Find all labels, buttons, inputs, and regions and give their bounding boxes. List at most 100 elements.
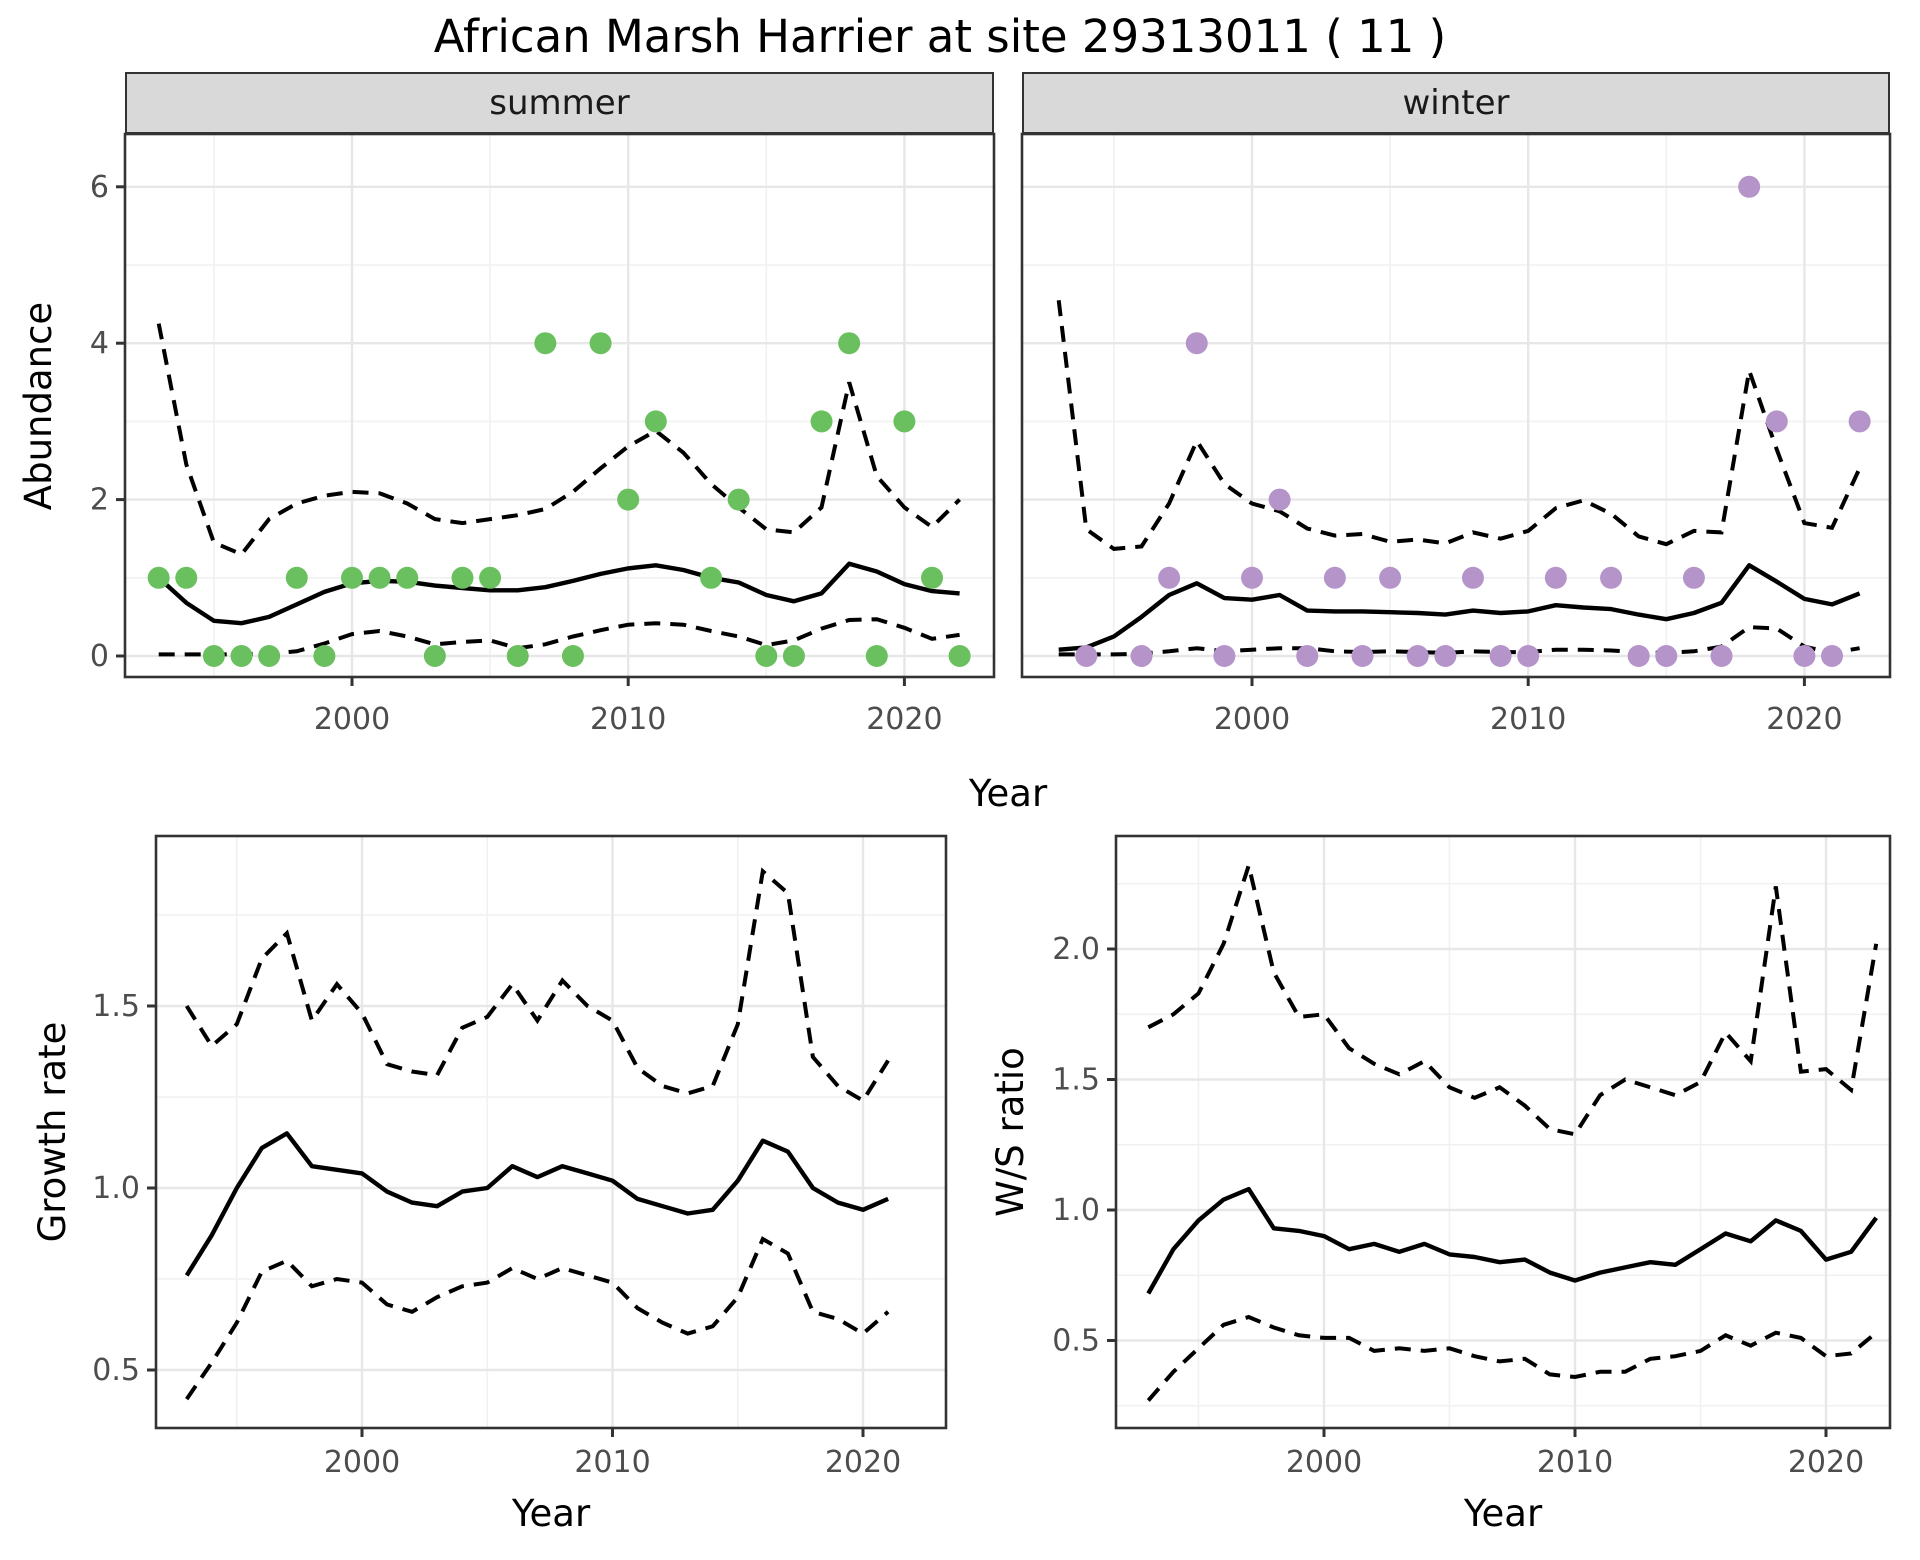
observation-point-abundance-summer xyxy=(341,566,363,589)
x-tick-label: 2000 xyxy=(324,1445,400,1480)
y-tick-label: 1.0 xyxy=(92,1171,140,1206)
observation-point-abundance-winter xyxy=(1765,410,1788,433)
observation-point-abundance-summer xyxy=(617,488,640,511)
observation-point-abundance-summer xyxy=(782,645,805,667)
observation-point-abundance-summer xyxy=(534,332,557,355)
y-axis-title-ws-ratio: W/S ratio xyxy=(988,1047,1032,1217)
observation-point-abundance-summer xyxy=(838,332,861,355)
x-tick-label: 2000 xyxy=(1214,702,1290,737)
y-tick-label: 1.0 xyxy=(1052,1193,1100,1228)
panel-growth-rate: 2000 2010 2020 0.5 1.0 1.5 xyxy=(92,834,948,1480)
panel-border-abundance-winter xyxy=(1020,132,1892,679)
observation-point-abundance-summer xyxy=(755,645,778,667)
observation-point-abundance-winter xyxy=(1075,645,1098,667)
observation-point-abundance-winter xyxy=(1710,645,1733,667)
observation-point-abundance-winter xyxy=(1296,645,1319,667)
observation-point-abundance-winter xyxy=(1130,645,1153,667)
observation-point-abundance-winter xyxy=(1655,645,1678,667)
ci-lower-line-growth-rate xyxy=(185,1236,890,1401)
observation-point-abundance-winter xyxy=(1185,332,1208,355)
facet-strip-winter-label: winter xyxy=(1402,83,1510,123)
ci-lower-line-ws-ratio xyxy=(1146,1314,1878,1402)
y-tick-label: 4 xyxy=(90,326,109,361)
y-tick-label: 1.5 xyxy=(92,989,140,1024)
observation-point-abundance-summer xyxy=(175,566,198,589)
y-axis-title-abundance: Abundance xyxy=(16,301,60,511)
ci-upper-line-abundance-winter xyxy=(1056,299,1862,551)
panel-border-growth-rate xyxy=(154,834,948,1430)
y-tick-label: 0.5 xyxy=(92,1353,140,1388)
observation-point-abundance-summer xyxy=(589,332,612,355)
observation-point-abundance-winter xyxy=(1848,410,1871,433)
observation-point-abundance-winter xyxy=(1489,645,1512,667)
ci-upper-line-ws-ratio xyxy=(1147,858,1879,1137)
observation-point-abundance-winter xyxy=(1351,645,1374,667)
ci-upper-line-abundance-summer xyxy=(156,323,962,557)
observation-point-abundance-winter xyxy=(1682,566,1705,589)
observation-point-abundance-summer xyxy=(810,410,833,433)
observation-point-abundance-summer xyxy=(396,566,419,589)
fit-line-abundance-winter xyxy=(1058,563,1861,652)
observation-point-abundance-summer xyxy=(147,566,170,589)
observation-point-abundance-winter xyxy=(1793,645,1816,667)
observation-point-abundance-winter xyxy=(1600,566,1623,589)
observation-point-abundance-summer xyxy=(948,645,971,667)
observation-point-abundance-summer xyxy=(700,566,723,589)
observation-point-abundance-summer xyxy=(561,645,584,667)
facet-strip-winter: winter xyxy=(1022,72,1890,134)
observation-point-abundance-summer xyxy=(230,645,253,667)
observation-point-abundance-winter xyxy=(1406,645,1429,667)
observation-point-abundance-summer xyxy=(727,488,750,511)
observation-point-abundance-summer xyxy=(506,645,529,667)
ci-lower-line-abundance-winter xyxy=(1058,625,1860,657)
x-tick-label: 2020 xyxy=(825,1445,901,1480)
observation-point-abundance-summer xyxy=(644,410,667,433)
observation-point-abundance-winter xyxy=(1627,645,1650,667)
facet-strip-summer-label: summer xyxy=(489,83,630,123)
x-tick-label: 2020 xyxy=(866,702,942,737)
y-axis-title-growth-rate: Growth rate xyxy=(30,1021,74,1243)
observation-point-abundance-winter xyxy=(1434,645,1457,667)
x-tick-label: 2020 xyxy=(1766,702,1842,737)
plot-title: African Marsh Harrier at site 29313011 (… xyxy=(433,10,1447,63)
observation-point-abundance-summer xyxy=(451,566,474,589)
observation-point-abundance-summer xyxy=(202,645,225,667)
ci-upper-line-growth-rate xyxy=(185,867,890,1104)
observation-point-abundance-summer xyxy=(921,566,944,589)
panel-abundance-winter: 2000 2010 2020 xyxy=(1020,132,1892,737)
fit-line-growth-rate xyxy=(184,1131,889,1277)
observation-point-abundance-winter xyxy=(1213,645,1236,667)
x-tick-label: 2020 xyxy=(1788,1445,1864,1480)
x-tick-label: 2010 xyxy=(574,1445,650,1480)
facet-strip-summer: summer xyxy=(125,72,994,134)
observation-point-abundance-winter xyxy=(1379,566,1402,589)
observation-point-abundance-winter xyxy=(1268,488,1291,511)
observation-point-abundance-winter xyxy=(1323,566,1346,589)
y-tick-label: 1.5 xyxy=(1052,1063,1100,1098)
x-axis-title-year-bottom-left: Year xyxy=(511,1491,591,1535)
observation-point-abundance-winter xyxy=(1544,566,1567,589)
observation-point-abundance-winter xyxy=(1158,566,1181,589)
y-tick-label: 0 xyxy=(90,639,109,674)
observation-point-abundance-summer xyxy=(285,566,308,589)
y-tick-label: 2 xyxy=(90,483,109,518)
x-tick-label: 2000 xyxy=(314,702,390,737)
observation-point-abundance-winter xyxy=(1821,645,1844,667)
y-tick-label: 0.5 xyxy=(1052,1324,1100,1359)
observation-point-abundance-summer xyxy=(479,566,502,589)
x-tick-label: 2010 xyxy=(1490,702,1566,737)
x-axis-title-year-top: Year xyxy=(968,771,1048,815)
observation-point-abundance-winter xyxy=(1241,566,1263,589)
fit-line-abundance-summer xyxy=(157,561,960,626)
observation-point-abundance-summer xyxy=(423,645,446,667)
panel-border-ws-ratio xyxy=(1114,834,1892,1430)
panel-ws-ratio: 2000 2010 2020 0.5 1.0 1.5 2.0 xyxy=(1052,834,1892,1480)
x-tick-label: 2010 xyxy=(590,702,666,737)
observation-point-abundance-winter xyxy=(1461,566,1484,589)
x-axis-title-year-bottom-right: Year xyxy=(1463,1491,1543,1535)
x-tick-label: 2010 xyxy=(1537,1445,1613,1480)
panel-border-abundance-summer xyxy=(123,132,996,679)
y-tick-label: 2.0 xyxy=(1052,932,1100,967)
